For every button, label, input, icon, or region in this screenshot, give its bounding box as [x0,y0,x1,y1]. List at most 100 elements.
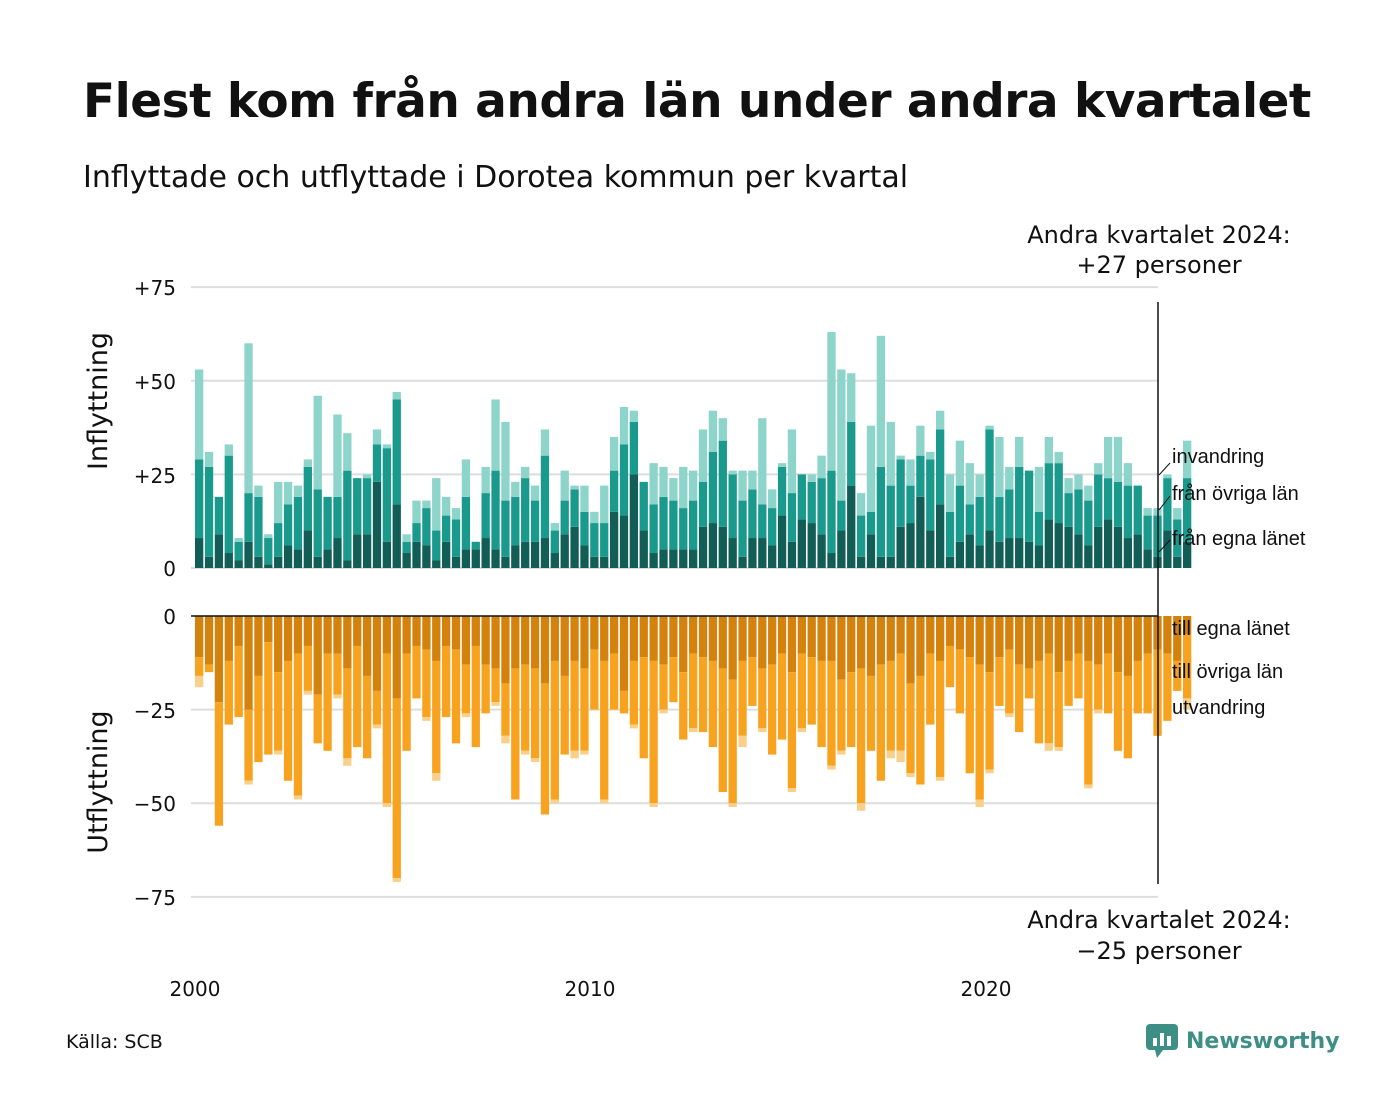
bar-out-till-ovriga-lan-22 [412,645,421,699]
bar-in-fran-egna-lanet-83 [1015,538,1024,568]
bar-out-till-egna-lanet-70 [886,616,895,661]
bar-out-till-ovriga-lan-77 [955,649,965,714]
bar-out-till-ovriga-lan-23 [422,649,431,718]
bar-out-till-ovriga-lan-100 [1183,634,1192,699]
bar-in-fran-egna-lanet-67 [856,556,866,568]
bar-out-till-ovriga-lan-72 [906,683,915,774]
bar-in-fran-egna-lanet-74 [926,530,935,568]
bar-in-fran-ovriga-lan-72 [906,485,915,524]
bar-in-fran-egna-lanet-92 [1103,519,1113,569]
bar-in-invandring-86 [1044,436,1053,464]
bar-out-utvandring-33 [521,750,530,755]
bar-out-till-egna-lanet-51 [698,616,708,658]
bar-in-fran-ovriga-lan-42 [609,470,619,512]
bar-in-invandring-53 [718,418,727,441]
bar-out-till-ovriga-lan-65 [837,679,846,751]
bar-in-fran-egna-lanet-17 [362,534,372,568]
bar-in-fran-egna-lanet-50 [689,549,698,568]
bar-out-till-ovriga-lan-29 [481,664,490,714]
bar-out-till-ovriga-lan-98 [1163,653,1172,721]
bar-out-till-egna-lanet-80 [985,616,994,673]
bar-in-fran-ovriga-lan-28 [471,541,480,550]
bar-in-fran-ovriga-lan-46 [649,504,658,554]
bar-in-fran-ovriga-lan-0 [195,459,204,539]
bar-in-fran-egna-lanet-38 [570,526,579,568]
bar-out-till-egna-lanet-61 [797,616,806,654]
bar-out-utvandring-60 [787,788,797,793]
bar-in-fran-ovriga-lan-77 [955,485,965,542]
bar-in-fran-ovriga-lan-85 [1034,511,1044,546]
bar-in-fran-ovriga-lan-61 [797,474,806,520]
annotation-bottom-line1: Andra kvartalet 2024: [1027,906,1291,934]
bar-in-fran-ovriga-lan-25 [442,515,451,542]
bar-in-fran-egna-lanet-82 [1005,538,1014,568]
bar-in-fran-egna-lanet-20 [392,504,401,568]
bar-in-fran-ovriga-lan-98 [1163,478,1172,531]
bar-out-till-egna-lanet-95 [1133,616,1142,661]
bar-out-till-egna-lanet-8 [274,616,283,673]
bar-in-fran-egna-lanet-93 [1113,526,1123,568]
series-label-fran-ovriga-lan: från övriga län [1172,483,1299,505]
bar-out-till-ovriga-lan-20 [392,698,401,879]
bar-in-fran-ovriga-lan-86 [1044,463,1053,520]
bar-out-utvandring-80 [985,769,994,774]
bar-out-till-ovriga-lan-93 [1113,672,1123,751]
bar-out-till-ovriga-lan-95 [1133,660,1142,714]
bar-out-till-egna-lanet-67 [856,616,866,669]
bar-in-fran-egna-lanet-7 [264,564,273,568]
bar-out-till-ovriga-lan-14 [333,653,342,695]
bar-in-fran-egna-lanet-46 [649,553,658,568]
bar-out-till-egna-lanet-81 [995,616,1004,658]
bar-in-fran-ovriga-lan-64 [827,470,836,554]
bar-in-fran-egna-lanet-64 [827,553,836,568]
bar-out-utvandring-41 [600,799,609,804]
series-label-fran-egna-lanet: från egna länet [1172,528,1306,550]
bar-in-fran-ovriga-lan-8 [274,523,283,557]
bar-out-till-egna-lanet-13 [323,616,332,654]
bar-out-till-egna-lanet-32 [511,616,520,669]
bar-in-fran-ovriga-lan-60 [787,493,797,542]
bar-out-till-egna-lanet-37 [560,616,569,676]
bar-out-till-egna-lanet-4 [234,616,243,646]
bar-out-till-ovriga-lan-49 [679,672,688,740]
bar-out-till-ovriga-lan-91 [1094,664,1103,710]
bar-out-utvandring-38 [570,750,579,759]
bar-in-fran-ovriga-lan-70 [886,485,895,557]
bar-out-till-ovriga-lan-89 [1074,653,1083,699]
bar-out-till-ovriga-lan-60 [787,672,797,789]
bar-out-till-egna-lanet-24 [432,616,441,661]
bar-out-till-egna-lanet-46 [649,616,658,661]
bar-in-fran-egna-lanet-49 [679,549,688,568]
bar-in-fran-ovriga-lan-29 [481,493,490,539]
bar-in-fran-egna-lanet-9 [283,545,293,568]
bar-in-invandring-65 [837,369,846,501]
bar-in-fran-ovriga-lan-40 [590,523,599,557]
bar-in-fran-ovriga-lan-9 [283,504,293,546]
bar-in-fran-egna-lanet-84 [1024,541,1034,568]
bar-out-till-egna-lanet-18 [372,616,382,691]
bar-in-fran-egna-lanet-37 [560,534,569,568]
bar-out-till-egna-lanet-84 [1024,616,1034,669]
bar-out-till-egna-lanet-65 [837,616,846,680]
bar-out-till-ovriga-lan-24 [432,660,441,774]
bar-out-till-egna-lanet-30 [491,616,500,669]
bar-out-till-egna-lanet-45 [639,616,648,658]
ytick-top-0: 0 [163,557,176,581]
bar-out-utvandring-67 [856,803,866,811]
bar-out-till-ovriga-lan-2 [214,702,224,826]
bar-out-till-egna-lanet-17 [362,616,372,676]
bar-out-till-egna-lanet-49 [679,616,688,673]
bar-in-invandring-98 [1163,474,1172,479]
bar-out-till-egna-lanet-50 [689,616,698,654]
bar-in-invandring-66 [847,373,856,422]
bar-out-till-ovriga-lan-16 [353,645,362,748]
bar-in-invandring-85 [1034,466,1044,512]
bar-out-utvandring-34 [530,758,540,763]
bar-out-till-egna-lanet-54 [728,616,737,680]
bar-out-till-egna-lanet-85 [1034,616,1044,661]
bar-in-invandring-64 [827,332,836,471]
bar-out-till-ovriga-lan-59 [777,653,787,740]
xtick-2010: 2010 [565,977,616,1001]
bar-in-fran-ovriga-lan-1 [204,466,214,557]
bar-out-till-ovriga-lan-69 [876,664,886,781]
